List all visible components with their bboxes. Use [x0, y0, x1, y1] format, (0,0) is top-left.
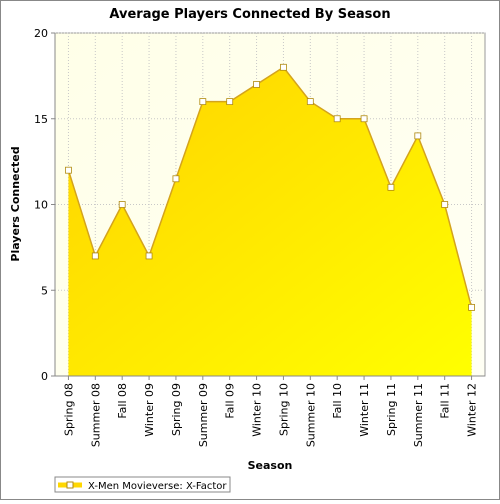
x-tick-label: Summer 11 — [412, 383, 425, 447]
marker — [468, 303, 475, 311]
marker — [387, 183, 395, 191]
x-tick-label: Fall 09 — [224, 383, 237, 419]
legend-label: X-Men Movieverse: X-Factor — [88, 481, 227, 492]
x-axis-label: Season — [248, 459, 293, 472]
y-tick-label: 15 — [34, 113, 48, 126]
x-tick-label: Spring 08 — [62, 383, 75, 436]
y-tick-label: 20 — [34, 27, 48, 40]
line — [67, 66, 473, 308]
x-tick-label: Fall 08 — [116, 383, 129, 419]
y-tick-label: 0 — [41, 370, 48, 383]
x-tick-label: Fall 11 — [439, 383, 452, 419]
marker — [306, 98, 314, 105]
x-tick-label: Summer 08 — [89, 383, 102, 447]
x-tick-label: Winter 11 — [358, 383, 371, 437]
marker — [145, 252, 153, 260]
marker — [414, 132, 422, 140]
x-tick-label: Spring 10 — [277, 383, 290, 436]
marker — [441, 201, 449, 208]
marker — [253, 81, 260, 88]
x-tick-label: Fall 10 — [331, 383, 344, 419]
x-tick-label: Spring 09 — [170, 383, 183, 436]
y-axis-label: Players Connected — [9, 146, 22, 261]
y-tick-label: 5 — [41, 284, 48, 297]
legend — [54, 476, 231, 493]
x-tick-label: Winter 12 — [466, 383, 479, 437]
x-tick-label: Winter 10 — [251, 383, 264, 437]
y-tick-label: 10 — [34, 199, 48, 212]
marker — [226, 98, 234, 105]
x-tick-label: Spring 11 — [385, 383, 398, 436]
marker — [360, 115, 368, 123]
x-tick-label: Summer 09 — [197, 383, 210, 447]
legend-marker — [66, 481, 74, 489]
marker — [118, 201, 126, 208]
area — [68, 67, 472, 377]
marker — [65, 166, 72, 174]
marker — [172, 175, 180, 183]
chart-title: Average Players Connected By Season — [109, 7, 390, 22]
x-tick-label: Winter 09 — [143, 383, 156, 437]
marker — [333, 115, 341, 123]
marker — [199, 98, 207, 105]
marker — [91, 252, 99, 260]
marker — [280, 63, 287, 71]
x-tick-label: Summer 10 — [304, 383, 317, 447]
